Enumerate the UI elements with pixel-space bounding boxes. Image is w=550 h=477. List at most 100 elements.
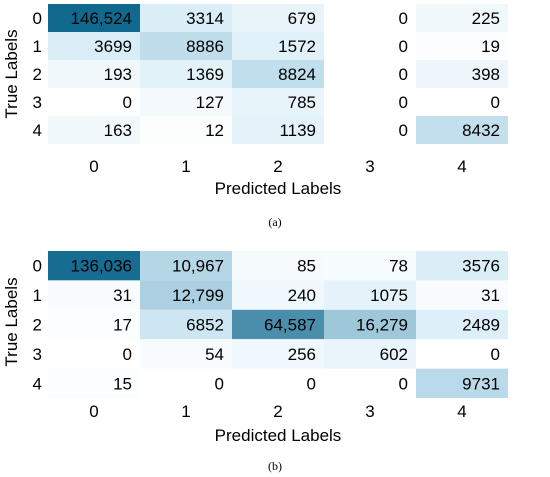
- y-tick-label: 4: [33, 374, 42, 393]
- cell-value-label: 8886: [186, 37, 224, 56]
- heatmap-cell: [416, 368, 508, 398]
- cell-value-label: 0: [215, 374, 224, 393]
- y-tick-label: 1: [33, 286, 42, 305]
- y-tick-label: 4: [33, 121, 42, 140]
- x-axis-title: Predicted Labels: [215, 426, 342, 445]
- cell-value-label: 1075: [370, 286, 408, 305]
- cell-value-label: 398: [472, 65, 500, 84]
- x-tick-label: 3: [365, 402, 374, 421]
- cell-value-label: 240: [288, 286, 316, 305]
- cell-value-label: 127: [196, 93, 224, 112]
- cell-value-label: 6852: [186, 316, 224, 335]
- heatmap-cell: [324, 339, 416, 369]
- x-axis-title: Predicted Labels: [215, 179, 342, 198]
- cell-value-label: 785: [288, 93, 316, 112]
- heatmap-cell: [140, 339, 232, 369]
- heatmap-cell: [416, 280, 508, 310]
- cell-value-label: 8824: [278, 65, 316, 84]
- heatmap-cell: [232, 309, 324, 340]
- heatmap-cell: [140, 280, 232, 310]
- cell-value-label: 0: [399, 9, 408, 28]
- cell-value-label: 78: [389, 257, 408, 276]
- heatmap-cell: [416, 116, 508, 144]
- cell-value-label: 0: [123, 93, 132, 112]
- cell-value-label: 12: [205, 121, 224, 140]
- cell-value-label: 146,524: [71, 9, 132, 28]
- heatmap-cell: [140, 309, 232, 340]
- heatmap-cell: [48, 116, 140, 144]
- x-tick-label: 2: [273, 157, 282, 176]
- cell-value-label: 15: [113, 374, 132, 393]
- cell-value-label: 3576: [462, 257, 500, 276]
- heatmap-cell: [232, 116, 324, 144]
- cell-value-label: 0: [399, 65, 408, 84]
- cell-value-label: 31: [481, 286, 500, 305]
- heatmap-cell: [232, 60, 324, 88]
- heatmap-cell: [232, 339, 324, 369]
- cell-value-label: 31: [113, 286, 132, 305]
- y-tick-label: 0: [33, 9, 42, 28]
- heatmap-cell: [416, 60, 508, 88]
- heatmap-cell: [232, 251, 324, 281]
- cell-value-label: 225: [472, 9, 500, 28]
- y-axis-title: True Labels: [2, 277, 21, 366]
- heatmap-cell: [232, 32, 324, 60]
- x-tick-label: 2: [273, 402, 282, 421]
- cell-value-label: 3699: [94, 37, 132, 56]
- heatmap-cell: [416, 309, 508, 340]
- cell-value-label: 85: [297, 257, 316, 276]
- heatmap-cell: [48, 280, 140, 310]
- cell-value-label: 0: [399, 374, 408, 393]
- cell-value-label: 136,036: [71, 257, 132, 276]
- figure-caption: (a): [268, 215, 281, 229]
- cell-value-label: 9731: [462, 374, 500, 393]
- x-tick-label: 1: [181, 402, 190, 421]
- heatmap-cell: [324, 251, 416, 281]
- heatmap-cell: [48, 32, 140, 60]
- x-tick-label: 4: [457, 157, 466, 176]
- cell-value-label: 163: [104, 121, 132, 140]
- cell-value-label: 54: [205, 345, 224, 364]
- cell-value-label: 16,279: [356, 316, 408, 335]
- heatmap-cell: [140, 4, 232, 32]
- y-tick-label: 0: [33, 257, 42, 276]
- cell-value-label: 0: [491, 93, 500, 112]
- cell-value-label: 12,799: [172, 286, 224, 305]
- heatmap-cell: [48, 4, 140, 32]
- cell-value-label: 0: [399, 93, 408, 112]
- cell-value-label: 2489: [462, 316, 500, 335]
- y-axis-title: True Labels: [2, 29, 21, 118]
- cell-value-label: 1572: [278, 37, 316, 56]
- heatmap-cell: [140, 251, 232, 281]
- cell-value-label: 679: [288, 9, 316, 28]
- x-tick-label: 1: [181, 157, 190, 176]
- cell-value-label: 602: [380, 345, 408, 364]
- heatmap-cell: [48, 368, 140, 398]
- cell-value-label: 0: [491, 345, 500, 364]
- cell-value-label: 64,587: [264, 316, 316, 335]
- heatmap-cell: [324, 280, 416, 310]
- heatmap-cell: [324, 309, 416, 340]
- cell-value-label: 17: [113, 316, 132, 335]
- heatmap-cell: [416, 32, 508, 60]
- x-tick-label: 0: [89, 402, 98, 421]
- cell-value-label: 1369: [186, 65, 224, 84]
- heatmap-cell: [48, 309, 140, 340]
- cell-value-label: 10,967: [172, 257, 224, 276]
- cell-value-label: 8432: [462, 121, 500, 140]
- cell-value-label: 0: [307, 374, 316, 393]
- x-tick-label: 3: [365, 157, 374, 176]
- y-tick-label: 2: [33, 316, 42, 335]
- cell-value-label: 193: [104, 65, 132, 84]
- heatmap-cell: [48, 60, 140, 88]
- y-tick-label: 3: [33, 345, 42, 364]
- heatmap-cell: [140, 60, 232, 88]
- cell-value-label: 0: [399, 121, 408, 140]
- heatmap-cell: [416, 4, 508, 32]
- figure-caption: (b): [268, 459, 282, 473]
- y-tick-label: 1: [33, 37, 42, 56]
- y-tick-label: 3: [33, 93, 42, 112]
- heatmap-cell: [416, 251, 508, 281]
